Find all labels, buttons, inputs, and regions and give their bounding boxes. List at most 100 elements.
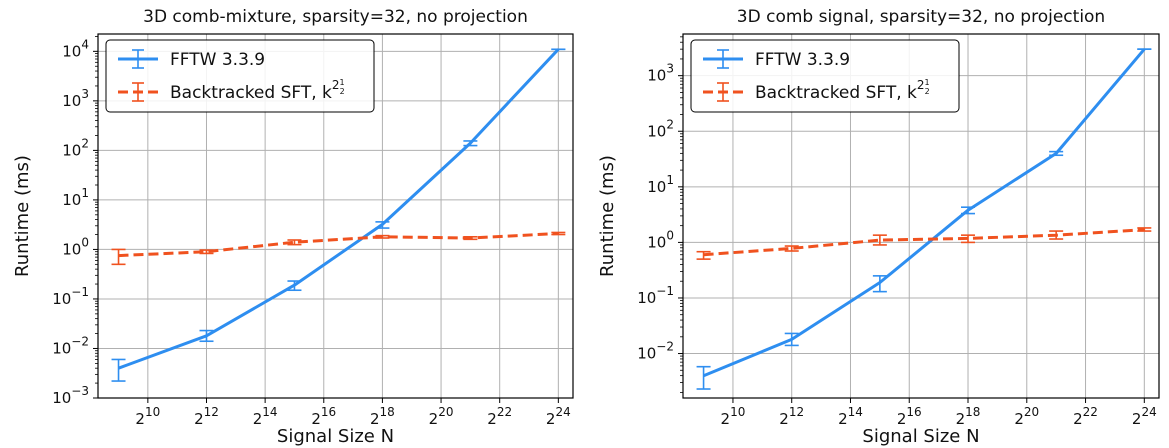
y-tick-label: 103 xyxy=(62,87,89,110)
tick-exponent: 0 xyxy=(666,228,674,242)
tick-base: 2 xyxy=(838,410,848,428)
legend-label-text: FFTW 3.3.9 xyxy=(170,50,265,70)
tick-exponent: 0 xyxy=(81,235,89,249)
tick-base: 10 xyxy=(647,122,666,140)
chart-1: 210 212 214 216 218 220 222 22410−310−210−11001… xyxy=(12,7,574,447)
tick-exponent: 16 xyxy=(906,405,921,419)
tick-exponent: 20 xyxy=(438,405,453,419)
x-tick-label: 210 xyxy=(135,405,160,428)
x-tick-label: 218 xyxy=(956,405,981,428)
tick-exponent: 24 xyxy=(1141,405,1156,419)
legend-label: Backtracked SFT, k21 2 xyxy=(755,78,930,103)
legend-label: FFTW 3.3.9 xyxy=(755,50,850,70)
tick-base: 2 xyxy=(1014,410,1024,428)
x-tick-label: 220 xyxy=(429,405,454,428)
legend-label: Backtracked SFT, k21 2 xyxy=(170,78,345,103)
tick-exponent: −1 xyxy=(656,284,674,298)
tick-base: 10 xyxy=(52,389,71,407)
tick-base: 2 xyxy=(897,410,907,428)
chart-title: 3D comb-mixture, sparsity=32, no project… xyxy=(143,7,528,27)
tick-base: 10 xyxy=(62,42,81,60)
x-tick-label: 216 xyxy=(897,405,922,428)
tick-exponent: 10 xyxy=(145,405,160,419)
tick-exponent: 12 xyxy=(789,405,804,419)
tick-base: 2 xyxy=(546,410,556,428)
error-bar xyxy=(199,329,214,343)
y-tick-label: 10−3 xyxy=(52,384,89,407)
x-tick-label: 220 xyxy=(1014,405,1039,428)
legend-label: FFTW 3.3.9 xyxy=(170,50,265,70)
tick-base: 10 xyxy=(62,141,81,159)
legend-item: Backtracked SFT, k21 2 xyxy=(118,78,345,103)
tick-exponent: 16 xyxy=(321,405,336,419)
chart-2: 210 212 214 216 218 220 222 22410−210−110010110… xyxy=(597,7,1160,447)
legend-label-supsup: 1 xyxy=(340,78,345,87)
x-tick-label: 222 xyxy=(1073,405,1098,428)
error-bar xyxy=(784,332,799,347)
tick-exponent: 2 xyxy=(81,136,89,150)
error-bar xyxy=(961,234,976,244)
error-bar xyxy=(111,248,126,266)
plot-frame xyxy=(97,33,574,399)
tick-exponent: 4 xyxy=(81,37,89,51)
error-bar xyxy=(1049,230,1064,240)
series-line xyxy=(703,228,1145,257)
tick-base: 2 xyxy=(779,410,789,428)
x-tick-label: 212 xyxy=(194,405,219,428)
tick-base: 10 xyxy=(52,339,71,357)
tick-base: 10 xyxy=(52,290,71,308)
tick-exponent: −2 xyxy=(656,340,674,354)
y-tick-label: 10−2 xyxy=(637,340,674,363)
tick-exponent: 24 xyxy=(555,405,570,419)
tick-exponent: 18 xyxy=(380,405,395,419)
error-bar xyxy=(463,140,478,147)
legend-label-sup: 2 xyxy=(332,78,340,92)
tick-exponent: −1 xyxy=(71,285,89,299)
x-tick-label: 214 xyxy=(838,405,863,428)
legend-item: FFTW 3.3.9 xyxy=(118,49,265,70)
tick-base: 2 xyxy=(311,410,321,428)
tick-base: 2 xyxy=(487,410,497,428)
tick-exponent: −2 xyxy=(71,334,89,348)
series-line xyxy=(117,48,560,370)
error-bar xyxy=(111,358,126,382)
tick-base: 2 xyxy=(1132,410,1142,428)
tick-exponent: 14 xyxy=(262,405,277,419)
y-tick-label: 103 xyxy=(647,62,674,85)
x-tick-label: 212 xyxy=(779,405,804,428)
plot-frame xyxy=(682,33,1160,399)
tick-exponent: 22 xyxy=(1083,405,1098,419)
series-backtracked-sft xyxy=(696,227,1152,260)
y-tick-label: 102 xyxy=(647,117,674,140)
error-bar xyxy=(1049,150,1064,157)
tick-exponent: −3 xyxy=(71,384,89,398)
tick-base: 2 xyxy=(253,410,263,428)
tick-exponent: 1 xyxy=(666,173,674,187)
y-tick-label: 10−1 xyxy=(637,284,674,307)
y-tick-label: 10−1 xyxy=(52,285,89,308)
legend-box xyxy=(105,39,375,113)
series-backtracked-sft xyxy=(111,231,566,266)
tick-exponent: 22 xyxy=(497,405,512,419)
grid xyxy=(98,34,573,399)
error-bar xyxy=(872,275,887,293)
tick-base: 10 xyxy=(637,345,656,363)
error-bar xyxy=(696,250,711,260)
error-bar xyxy=(287,280,302,292)
legend: FFTW 3.3.9 Backtracked SFT, k21 2 xyxy=(690,39,960,113)
error-bar xyxy=(375,234,390,239)
error-bar xyxy=(784,245,799,252)
tick-base: 2 xyxy=(429,410,439,428)
tick-base: 2 xyxy=(135,410,145,428)
tick-base: 2 xyxy=(194,410,204,428)
tick-exponent: 1 xyxy=(81,186,89,200)
legend-label-supsub: 2 xyxy=(340,87,345,96)
y-tick-label: 101 xyxy=(62,186,89,209)
tick-base: 2 xyxy=(956,410,966,428)
x-tick-label: 214 xyxy=(253,405,278,428)
y-axis-label: Runtime (ms) xyxy=(597,155,618,277)
tick-base: 2 xyxy=(721,410,731,428)
error-bar xyxy=(287,239,302,246)
x-tick-label: 224 xyxy=(1132,405,1157,428)
